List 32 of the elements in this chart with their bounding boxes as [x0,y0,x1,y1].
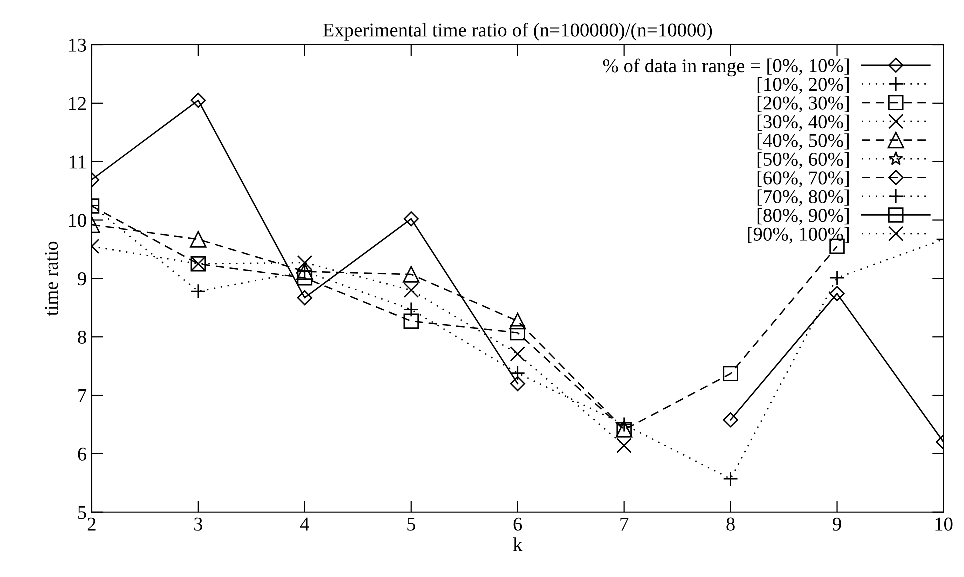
legend-label: [30%, 40%] [758,114,849,132]
legend-label: [60%, 70%] [758,171,849,188]
x-tick-label: 6 [514,518,522,531]
x-tick-label: 8 [726,518,735,531]
x-tick-label: 4 [300,518,310,531]
legend-label: [90%, 100%] [748,227,849,244]
y-axis-title: time ratio [45,242,58,316]
x-tick-label: 7 [620,518,629,531]
x-tick-label: 10 [936,518,953,531]
y-tick-label: 8 [78,330,86,344]
x-tick-label: 9 [833,518,842,531]
y-tick-label: 10 [69,214,86,228]
legend-label: [80%, 90%] [758,208,849,226]
x-tick-label: 5 [408,518,416,531]
y-tick-label: 11 [70,156,86,169]
x-tick-label: 3 [194,518,203,531]
x-tick-label: 2 [88,518,96,531]
legend-label: [70%, 80%] [758,190,849,206]
y-tick-label: 6 [78,448,87,461]
y-tick-label: 13 [69,38,86,52]
y-tick-label: 12 [69,97,86,110]
legend-label: [50%, 60%] [758,152,849,169]
legend-title: % of data in range = [603,58,760,77]
legend-label: [20%, 30%] [758,96,849,113]
legend-label: [0%, 10%] [768,58,849,76]
y-tick-label: 5 [78,506,86,520]
legend-label: [10%, 20%] [758,77,849,94]
legend-label: [40%, 50%] [758,134,849,150]
x-axis-title: k [513,538,523,552]
y-tick-label: 9 [78,272,86,286]
y-tick-label: 7 [78,390,87,402]
chart-title: Experimental time ratio of (n=100000)/(n=10000) [323,22,712,41]
